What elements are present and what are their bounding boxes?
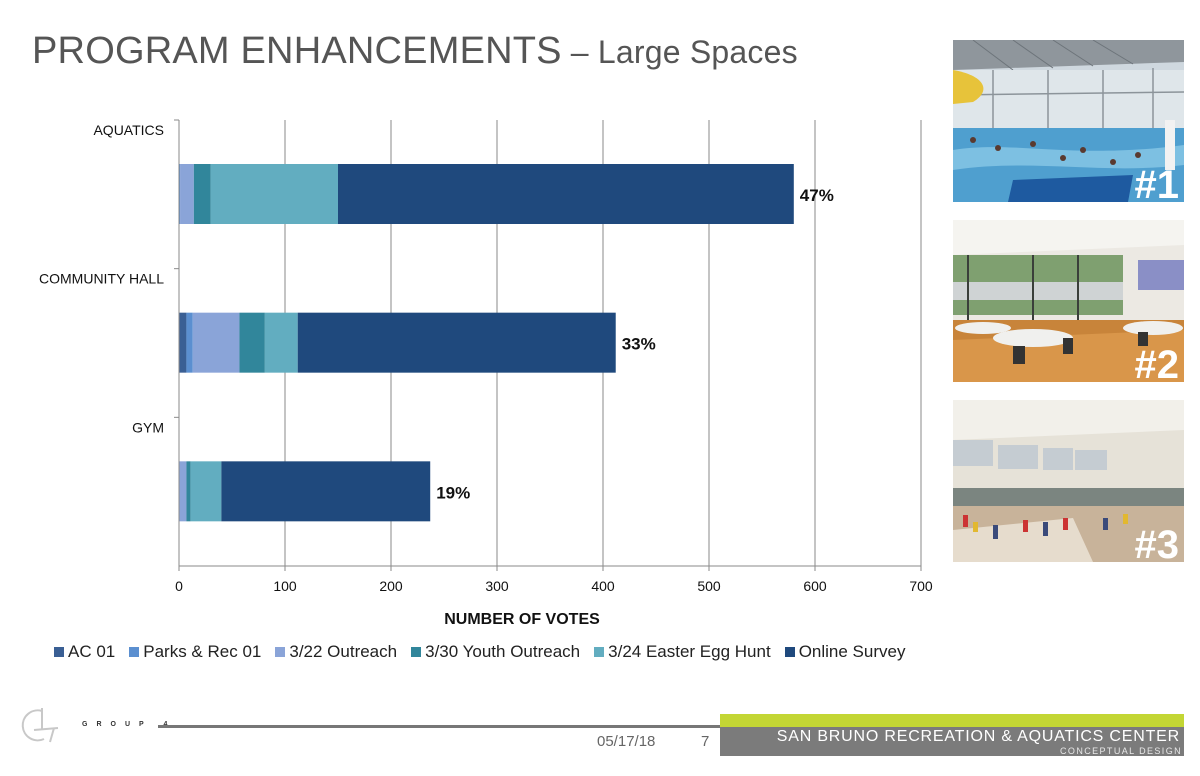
x-tick-label: 400: [591, 578, 615, 594]
x-axis-title: NUMBER OF VOTES: [444, 611, 600, 628]
data-labels: 47% 33% 19%: [436, 186, 834, 502]
legend-item: Parks & Rec 01: [129, 642, 261, 662]
data-label: 47%: [800, 186, 834, 205]
legend-label: AC 01: [68, 642, 116, 661]
x-tick-label: 700: [909, 578, 933, 594]
data-label: 33%: [622, 335, 656, 354]
data-label: 19%: [436, 483, 470, 502]
photo-aquatics: #1: [953, 40, 1184, 202]
legend-label: Parks & Rec 01: [143, 642, 262, 661]
photo-label-2: #2: [1135, 343, 1180, 382]
x-tick-label: 300: [485, 578, 509, 594]
group4-logo: [21, 708, 59, 743]
legend-swatch: [411, 647, 422, 657]
title-dash: –: [561, 34, 598, 70]
footer-date: 05/17/18: [597, 733, 656, 750]
title-sub: Large Spaces: [597, 34, 798, 70]
bar-segment: [193, 164, 211, 224]
bar-segment: [210, 164, 338, 224]
x-tick-label: 200: [379, 578, 403, 594]
photo-label-3: #3: [1135, 523, 1180, 562]
category-label: GYM: [132, 419, 164, 435]
photo-gym: #3: [953, 400, 1184, 562]
category-labels: AQUATICS COMMUNITY HALL GYM: [39, 122, 164, 435]
footer-org-name: SAN BRUNO RECREATION & AQUATICS CENTER: [776, 728, 1180, 745]
tick-labels: 0 100 200 300 400 500 600 700: [175, 578, 933, 594]
legend-swatch: [54, 647, 64, 657]
legend-label: 3/30 Youth Outreach: [425, 642, 581, 661]
bar-segment: [190, 461, 222, 522]
community-hall-photo-illustration: #2: [953, 220, 1184, 382]
stacked-bar-chart: AQUATICS COMMUNITY HALL GYM 0 100 200 300 400 5…: [39, 119, 933, 628]
x-tick-label: 100: [273, 578, 297, 594]
bar-segment: [297, 312, 616, 373]
footer-org-subtitle: CONCEPTUAL DESIGN: [1060, 746, 1182, 756]
legend-item: Online Survey: [784, 642, 906, 662]
bar-segment: [192, 312, 240, 373]
axes: [174, 119, 922, 571]
legend-swatch: [275, 647, 286, 657]
gym-photo-illustration: #3: [953, 400, 1184, 562]
category-label: AQUATICS: [93, 122, 164, 138]
bar-segment: [179, 461, 187, 522]
bar-segment: [180, 164, 194, 224]
footer-banner: [720, 727, 1184, 756]
x-tick-label: 500: [697, 578, 721, 594]
bar-segment: [186, 461, 191, 522]
bar-segment: [221, 461, 431, 522]
page-number: 7: [701, 733, 710, 750]
legend-label: 3/22 Outreach: [289, 642, 398, 661]
aquatics-photo-illustration: #1: [953, 40, 1184, 202]
legend-item: 3/24 Easter Egg Hunt: [594, 642, 771, 662]
bar-segment: [179, 164, 181, 224]
legend-item: 3/30 Youth Outreach: [411, 642, 580, 662]
chart-legend: AC 01 Parks & Rec 01 3/22 Outreach 3/30 You…: [54, 642, 905, 662]
bar-segment: [179, 312, 187, 373]
footer-divider: [158, 725, 720, 728]
x-tick-label: 600: [803, 578, 827, 594]
photo-label-1: #1: [1135, 163, 1180, 202]
bar-segment: [186, 312, 193, 373]
legend-label: 3/24 Easter Egg Hunt: [608, 642, 771, 661]
legend-swatch: [784, 647, 795, 657]
legend-item: AC 01: [54, 642, 115, 662]
legend-swatch: [594, 647, 605, 657]
x-tick-label: 0: [175, 578, 183, 594]
bars: [179, 164, 794, 522]
bar-segment: [338, 164, 794, 224]
legend-label: Online Survey: [798, 642, 906, 661]
slide-title: PROGRAM ENHANCEMENTS – Large Spaces: [32, 30, 798, 73]
category-label: COMMUNITY HALL: [39, 271, 164, 287]
legend-swatch: [129, 647, 140, 657]
footer-accent-bar: [720, 714, 1184, 727]
group4-logo-text: GROUP 4: [82, 721, 177, 728]
photo-community-hall: #2: [953, 220, 1184, 382]
legend-item: 3/22 Outreach: [275, 642, 397, 662]
title-main: PROGRAM ENHANCEMENTS: [32, 30, 562, 72]
bar-segment: [264, 312, 298, 373]
bar-segment: [239, 312, 265, 373]
